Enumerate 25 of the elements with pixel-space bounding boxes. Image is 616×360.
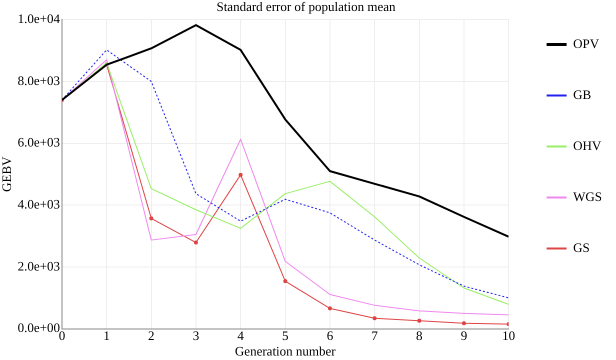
x-tick-label: 3 <box>192 328 200 344</box>
y-tick-label: 1.0e+04 <box>18 11 60 26</box>
y-tick-label: 4.0e+03 <box>18 196 60 212</box>
x-tick-label: 5 <box>282 328 289 344</box>
y-tick-label: 0.0e+00 <box>18 320 60 336</box>
x-tick-label: 7 <box>371 328 378 344</box>
x-tick-label: 8 <box>416 328 423 344</box>
x-tick-label: 2 <box>148 328 155 344</box>
chart-title: Standard error of population mean <box>216 0 396 14</box>
x-tick-label: 1 <box>103 328 110 344</box>
legend-label: GS <box>573 240 590 255</box>
legend-label: OPV <box>573 36 600 51</box>
y-axis-title: GEBV <box>0 156 14 192</box>
x-tick-label: 6 <box>326 328 334 344</box>
legend-label: WGS <box>573 188 602 204</box>
x-tick-label: 4 <box>237 328 244 344</box>
y-tick-label: 8.0e+03 <box>18 72 60 88</box>
y-tick-label: 2.0e+03 <box>18 258 60 274</box>
x-tick-label: 0 <box>58 328 66 344</box>
legend-label: GB <box>573 86 592 102</box>
x-tick-label: 10 <box>502 328 516 344</box>
x-tick-label: 9 <box>460 328 468 344</box>
x-axis-title: Generation number <box>234 344 336 359</box>
legend-label: OHV <box>573 138 602 153</box>
y-tick-label: 6.0e+03 <box>18 134 60 150</box>
